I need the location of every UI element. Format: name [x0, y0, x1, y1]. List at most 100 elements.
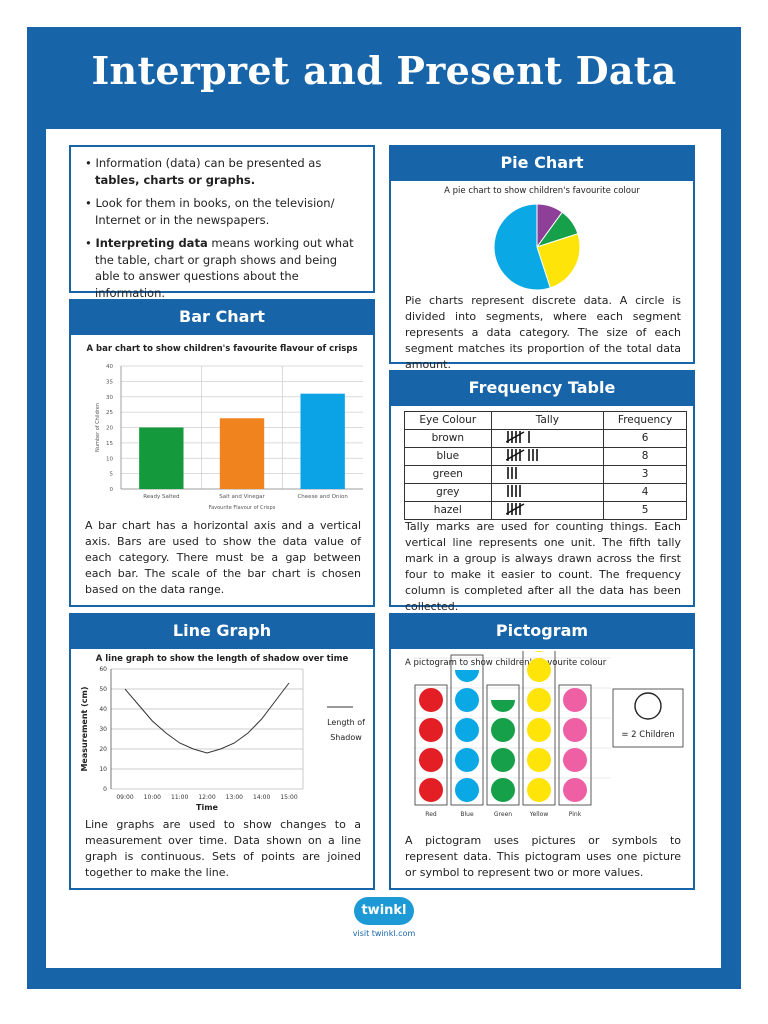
eye-colour-cell: blue	[404, 446, 492, 466]
pie-chart-description: Pie charts represent discrete data. A ci…	[405, 294, 681, 371]
tally-cell	[490, 428, 605, 448]
brand-name: twinkl	[361, 903, 407, 918]
frequency-cell: 6	[603, 428, 687, 448]
half-symbol-icon	[534, 651, 544, 652]
y-tick-label: 50	[99, 686, 107, 693]
half-symbol-icon	[491, 700, 515, 712]
tally-marks-icon	[505, 502, 524, 515]
pictogram-column	[522, 651, 556, 806]
line-graph-heading: Line Graph	[69, 613, 375, 649]
frequency-cell: 5	[603, 500, 687, 520]
symbol-icon	[563, 688, 587, 712]
frequency-table: Eye Colour Tally Frequency brown 6 blue 8 gr…	[404, 411, 687, 520]
symbol-icon	[491, 778, 515, 802]
y-tick-label: 40	[106, 364, 113, 370]
symbol-icon	[419, 718, 443, 742]
symbol-icon	[563, 778, 587, 802]
y-tick-label: 10	[99, 766, 107, 773]
y-tick-label: 20	[99, 746, 107, 753]
pictogram-panel: Pictogram A pictogram to show children's…	[389, 613, 695, 890]
table-row: grey 4	[404, 482, 687, 502]
frequency-table-panel: Frequency Table Eye Colour Tally Frequen…	[389, 370, 695, 613]
intro-list: Information (data) can be presented as t…	[85, 155, 357, 308]
pictogram-column	[558, 684, 592, 806]
table-row: brown 6	[404, 428, 687, 448]
content-area: Information (data) can be presented as t…	[46, 129, 721, 968]
y-tick-label: 40	[99, 706, 107, 713]
tally-cell	[490, 482, 605, 502]
chart-title: A pie chart to show children's favourite…	[444, 186, 640, 196]
eye-colour-cell: hazel	[404, 500, 492, 520]
tally-cell	[490, 446, 605, 466]
symbol-icon	[455, 688, 479, 712]
x-tick-label: Cheese and Onion	[297, 494, 348, 500]
intro-text: means working out what the table, chart …	[95, 236, 354, 300]
intro-bold-text: tables, charts or graphs.	[95, 172, 256, 187]
symbol-icon	[563, 748, 587, 772]
chart-title: A line graph to show the length of shado…	[96, 654, 349, 664]
intro-bold-text: Interpreting data	[95, 236, 208, 250]
y-axis-label: Measurement (cm)	[80, 686, 89, 771]
x-tick-label: Salt and Vinegar	[219, 494, 265, 500]
intro-point: Look for them in books, on the televisio…	[85, 195, 357, 228]
twinkl-logo[interactable]: twinkl	[354, 897, 414, 925]
column-header: Tally	[490, 411, 605, 430]
x-tick-label: 10:00	[144, 794, 161, 801]
symbol-icon	[455, 778, 479, 802]
pictogram: A pictogram to show children's favourite…	[405, 651, 684, 818]
x-tick-label: 09:00	[116, 794, 133, 801]
symbol-icon	[527, 688, 551, 712]
y-tick-label: 25	[106, 410, 113, 416]
frequency-cell: 4	[603, 482, 687, 502]
intro-point: Information (data) can be presented as t…	[85, 155, 357, 188]
frequency-cell: 3	[603, 464, 687, 484]
y-tick-label: 10	[106, 456, 113, 462]
eye-colour-cell: brown	[404, 428, 492, 448]
chart-title: A pictogram to show children's favourite…	[405, 658, 607, 668]
symbol-icon	[527, 658, 551, 682]
website-link[interactable]: visit twinkl.com	[352, 929, 416, 938]
line-graph: A line graph to show the length of shado…	[80, 654, 365, 811]
pictogram-column	[414, 684, 448, 806]
y-tick-label: 0	[103, 786, 107, 793]
intro-panel: Information (data) can be presented as t…	[69, 145, 375, 300]
y-tick-label: 30	[106, 395, 113, 401]
x-tick-label: 11:00	[171, 794, 188, 801]
tally-cell	[490, 464, 605, 484]
table-row: hazel 5	[404, 500, 687, 520]
intro-text: Information (data) can be presented as	[95, 156, 322, 170]
pictogram-description: A pictogram uses pictures or symbols to …	[405, 834, 681, 879]
table-row: green 3	[404, 464, 687, 484]
bar	[139, 427, 184, 489]
frequency-table-heading: Frequency Table	[389, 370, 695, 406]
page-title: Interpret and Present Data	[91, 48, 677, 93]
category-label: Pink	[569, 811, 582, 818]
symbol-icon	[419, 688, 443, 712]
pie-chart: A pie chart to show children's favourite…	[444, 186, 640, 291]
bar	[219, 418, 265, 489]
y-tick-label: 30	[99, 726, 107, 733]
symbol-icon	[455, 748, 479, 772]
legend-label: Shadow	[330, 733, 362, 742]
eye-colour-cell: grey	[404, 482, 492, 502]
pie-slice	[536, 233, 581, 289]
category-label: Yellow	[529, 811, 549, 818]
bar	[300, 393, 345, 489]
y-tick-label: 15	[106, 441, 113, 447]
line-graph-panel: Line Graph A line graph to show the leng…	[69, 613, 375, 890]
pie-slice	[493, 203, 551, 291]
bar-chart: A bar chart to show children's favourite…	[86, 344, 363, 511]
line-graph-description: Line graphs are used to show changes to …	[85, 818, 361, 879]
symbol-icon	[527, 778, 551, 802]
x-tick-label: 13:00	[226, 794, 243, 801]
data-line	[124, 682, 290, 754]
symbol-icon	[527, 718, 551, 742]
symbol-icon	[419, 748, 443, 772]
eye-colour-cell: green	[404, 464, 492, 484]
tally-cell	[490, 500, 605, 520]
bar-chart-heading: Bar Chart	[69, 299, 375, 335]
y-tick-label: 35	[106, 379, 113, 385]
frequency-cell: 8	[603, 446, 687, 466]
intro-text: Look for them in books, on the televisio…	[95, 196, 335, 227]
y-tick-label: 5	[110, 472, 114, 478]
